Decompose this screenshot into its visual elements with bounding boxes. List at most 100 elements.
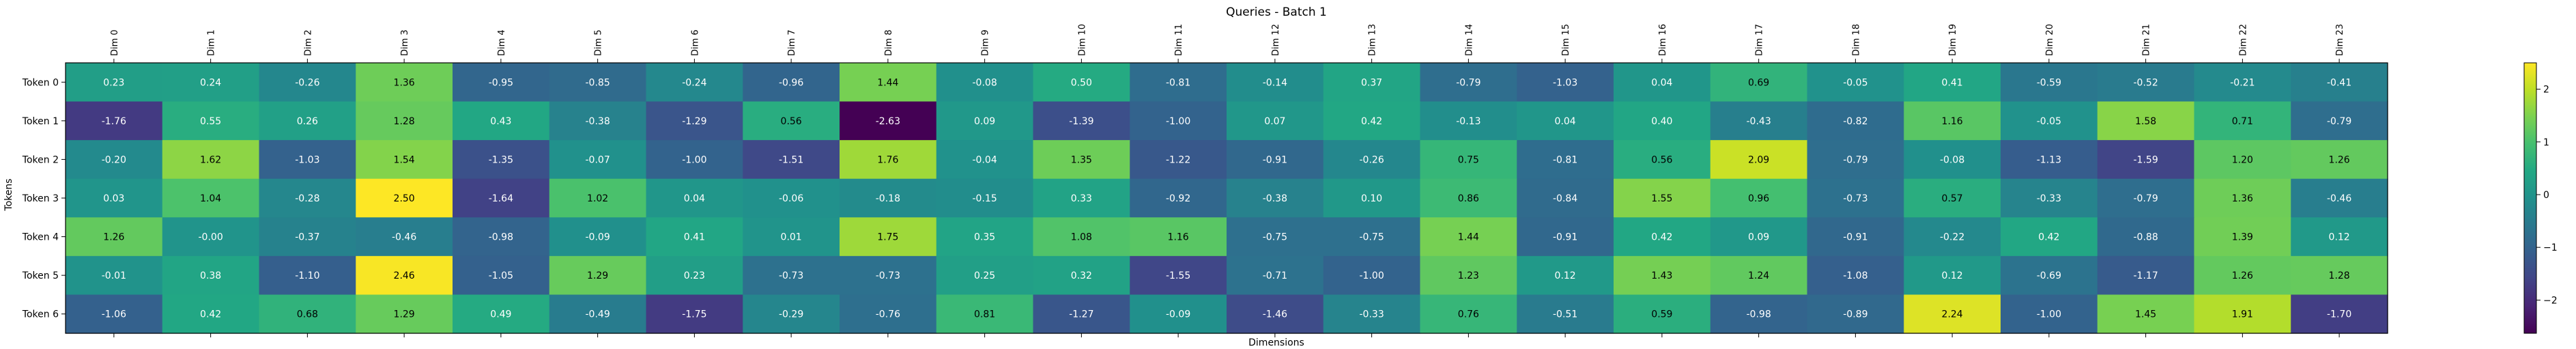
cell-value-label: 0.68 [297,309,318,320]
heatmap-cell [1517,255,1614,296]
cell-value-label: 0.42 [2038,232,2059,243]
cell-value-label: -0.26 [295,77,319,88]
heatmap-cell [453,63,550,102]
heatmap-cell [1904,178,2001,218]
cell-value-label: -0.24 [682,77,706,88]
cell-value-label: 0.26 [297,116,318,127]
x-tick-label: Dim 5 [594,29,604,56]
cell-value-label: -0.76 [876,309,900,320]
x-tick-label: Dim 23 [2335,24,2345,56]
colorbar [2523,62,2537,334]
heatmap-cell [646,294,743,334]
heatmap-cell [743,217,840,257]
cell-value-label: -0.75 [1360,232,1384,243]
heatmap-cell [840,140,937,180]
heatmap-cell [2291,101,2388,141]
heatmap-cell [1323,294,1421,334]
cell-value-label: -0.09 [1166,309,1190,320]
heatmap-cell [743,255,840,296]
cell-value-label: 1.08 [1071,232,1092,243]
cell-value-label: 0.41 [684,232,705,243]
heatmap-cell [1323,178,1421,218]
heatmap-cell [743,178,840,218]
cell-value-label: -0.08 [1940,154,1964,165]
heatmap-cell [1227,101,1324,141]
cell-value-label: -1.39 [1069,116,1093,127]
heatmap-cell [1517,178,1614,218]
heatmap-cell [1420,217,1517,257]
cell-value-label: 0.37 [1361,77,1382,88]
x-tick-label: Dim 3 [400,29,410,56]
heatmap-cell [1710,255,1808,296]
cell-value-label: -0.49 [586,309,610,320]
heatmap-cell [259,63,356,102]
cell-value-label: -1.76 [102,116,126,127]
y-tick-label: Token 5 [22,270,59,281]
heatmap-cell [2001,63,2098,102]
heatmap-cell [1033,178,1130,218]
heatmap-cell [840,294,937,334]
cell-value-label: -1.35 [489,154,513,165]
x-tick-label: Dim 4 [497,29,507,56]
cell-value-label: -1.29 [682,116,706,127]
x-tick-label: Dim 7 [787,29,797,56]
cell-value-label: 0.12 [1555,270,1576,281]
heatmap-cell [1033,255,1130,296]
heatmap-cell [646,101,743,141]
heatmap-cell [1323,63,1421,102]
heatmap-cell [936,63,1034,102]
cell-value-label: -1.55 [1166,270,1190,281]
cell-value-label: -0.46 [2327,193,2351,204]
heatmap-cell [162,140,260,180]
cell-value-label: -0.81 [1166,77,1190,88]
cell-value-label: 0.49 [490,309,511,320]
heatmap-cell [1807,217,1904,257]
heatmap-cell [1420,255,1517,296]
heatmap-cell [936,178,1034,218]
heatmap-cell [1420,140,1517,180]
heatmap-cell [356,63,453,102]
cell-value-label: -1.59 [2134,154,2158,165]
cell-value-label: 1.54 [394,154,415,165]
heatmap-cell [1130,255,1227,296]
y-tick-label: Token 3 [22,193,59,204]
heatmap-cell [2194,140,2291,180]
heatmap-cell [1517,101,1614,141]
cell-value-label: 1.39 [2232,232,2253,243]
heatmap-cell [259,294,356,334]
heatmap-cell [2194,217,2291,257]
heatmap-cell [549,217,647,257]
heatmap-cell [1710,101,1808,141]
heatmap-cell [743,63,840,102]
cell-value-label: 0.12 [1942,270,1963,281]
cell-value-label: -1.00 [1360,270,1384,281]
heatmap-cell [162,255,260,296]
cell-value-label: -1.17 [2134,270,2158,281]
heatmap-cell [1517,294,1614,334]
cell-value-label: 0.09 [974,116,995,127]
cell-value-label: -1.64 [489,193,513,204]
cell-value-label: 1.16 [1942,116,1963,127]
cell-value-label: 0.42 [1361,116,1382,127]
cell-value-label: 0.59 [1651,309,1672,320]
heatmap-cell [1710,217,1808,257]
heatmap-cell [2097,178,2195,218]
heatmap-cell [259,140,356,180]
cell-value-label: 1.45 [2135,309,2156,320]
cell-value-label: 1.16 [1168,232,1189,243]
heatmap-cell [936,255,1034,296]
cell-value-labels: 0.23 0.24 -0.26 1.36 -0.95 -0.85 -0.24 -0.96 1.4… [102,77,2352,320]
cell-value-label: 1.23 [1458,270,1479,281]
heatmap-cell [2291,294,2388,334]
cell-value-label: -1.22 [1166,154,1190,165]
cell-value-label: -1.46 [1263,309,1287,320]
heatmap-cell [840,63,937,102]
heatmap-cell [453,217,550,257]
cell-value-label: -0.33 [2037,193,2061,204]
cell-value-label: -0.05 [2037,116,2061,127]
cell-value-label: -0.15 [973,193,997,204]
cell-value-label: 0.56 [1651,154,1672,165]
x-tick-label: Dim 0 [110,29,120,56]
cell-value-label: 0.42 [200,309,221,320]
